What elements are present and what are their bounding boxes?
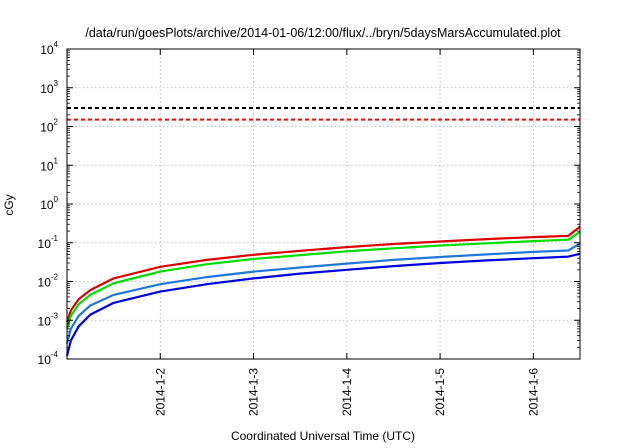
y-tick-label: 10-4 <box>38 350 59 367</box>
x-axis-ticks: 2014-1-2 2014-1-3 2014-1-4 2014-1-5 2014-1-6 <box>153 49 540 416</box>
x-tick-label: 2014-1-5 <box>433 368 447 416</box>
y-tick-label: 10-1 <box>38 234 59 251</box>
y-tick-label: 104 <box>40 40 58 57</box>
x-axis-label: Coordinated Universal Time (UTC) <box>231 429 415 443</box>
series-line <box>65 230 581 330</box>
series-lines <box>65 225 581 357</box>
x-tick-label: 2014-1-6 <box>526 368 540 416</box>
grid <box>67 49 580 359</box>
y-tick-label: 100 <box>40 195 58 212</box>
y-tick-label: 10-3 <box>38 311 59 328</box>
y-tick-label: 103 <box>40 79 58 96</box>
series-line <box>65 225 581 323</box>
y-tick-label: 102 <box>40 118 58 135</box>
threshold-lines <box>67 107 580 121</box>
y-tick-label: 10-2 <box>38 273 59 290</box>
y-axis-label: cGy <box>2 194 16 215</box>
series-line <box>65 242 581 344</box>
x-tick-label: 2014-1-2 <box>153 368 167 416</box>
y-axis-ticks: 10-4 10-3 10-2 10-1 100 101 102 103 104 <box>38 40 580 367</box>
series-line <box>65 252 581 357</box>
y-tick-label: 101 <box>40 156 58 173</box>
x-tick-label: 2014-1-4 <box>340 368 354 416</box>
x-tick-label: 2014-1-3 <box>247 368 261 416</box>
chart-title: /data/run/goesPlots/archive/2014-01-06/1… <box>85 26 561 40</box>
